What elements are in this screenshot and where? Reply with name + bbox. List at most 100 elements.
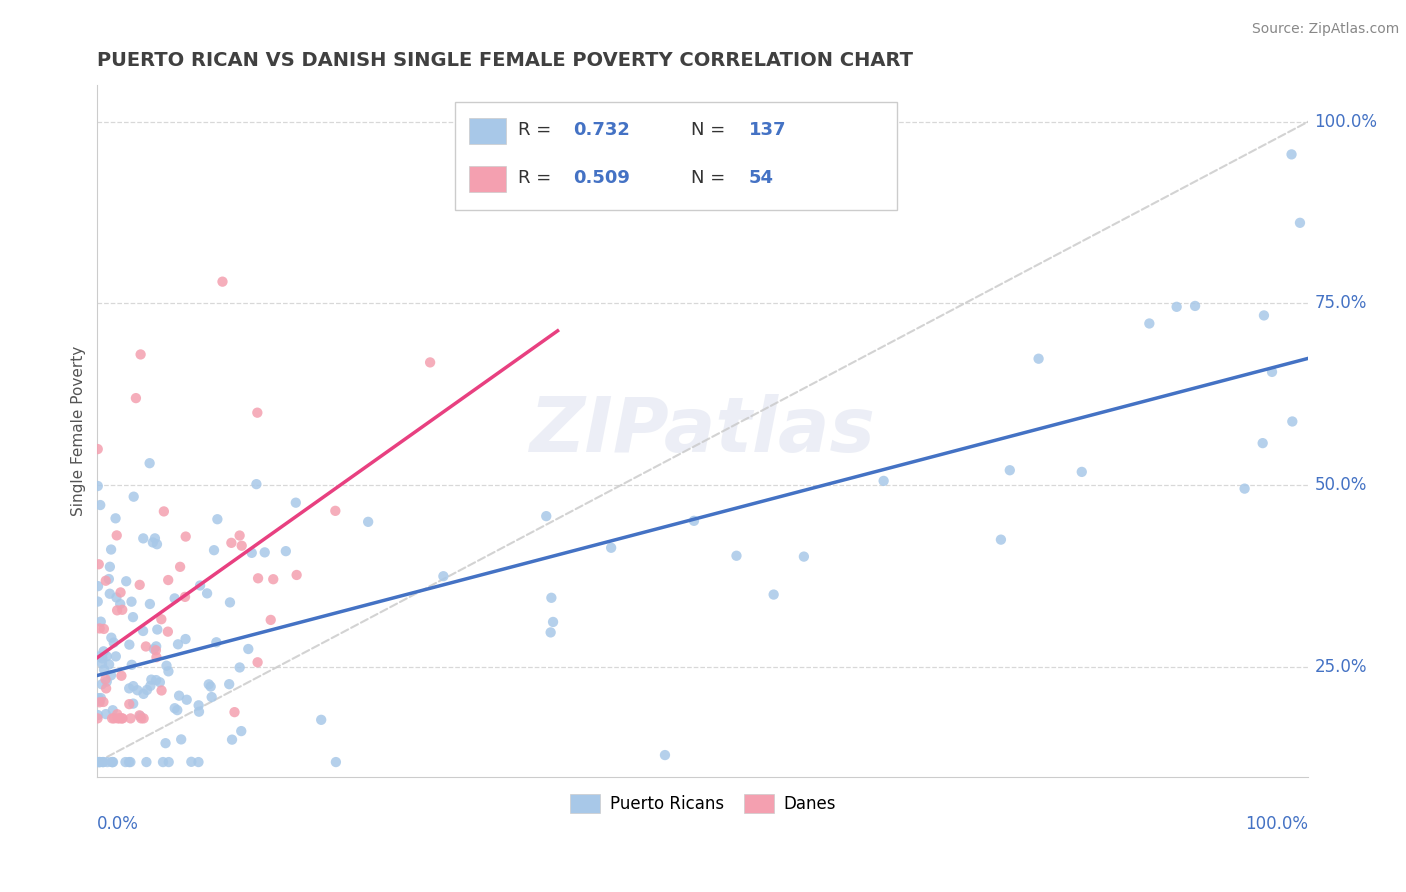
Point (120, 755, 142, 769)
Point (91, 755, 114, 769)
Point (132, 624, 155, 638)
Point (1137, 317, 1160, 331)
Point (132, 711, 155, 725)
Point (166, 703, 188, 717)
Text: 0.0%: 0.0% (97, 814, 139, 832)
Bar (470, 118, 506, 144)
Point (155, 736, 177, 750)
Point (87, 755, 110, 769)
Point (325, 504, 347, 518)
Text: N =: N = (690, 169, 731, 187)
Point (94, 681, 117, 696)
Text: 25.0%: 25.0% (1315, 658, 1367, 676)
Point (90, 691, 112, 706)
Point (105, 528, 128, 542)
Point (1184, 299, 1206, 313)
Point (246, 655, 269, 669)
FancyBboxPatch shape (454, 103, 897, 210)
Point (152, 755, 174, 769)
Point (253, 545, 276, 559)
Point (246, 406, 269, 420)
Text: 50.0%: 50.0% (1315, 476, 1367, 494)
Point (221, 536, 243, 550)
Point (150, 612, 173, 626)
Point (100, 668, 122, 682)
Point (247, 571, 270, 585)
Point (1028, 351, 1050, 366)
Point (188, 578, 211, 592)
Point (1261, 365, 1284, 379)
Point (309, 713, 332, 727)
Point (202, 543, 225, 558)
Point (87, 594, 110, 608)
Point (174, 590, 197, 604)
Point (100, 631, 122, 645)
Point (285, 568, 308, 582)
Point (153, 504, 176, 518)
Point (114, 755, 136, 769)
Point (90, 677, 112, 691)
Point (94, 574, 117, 588)
Point (224, 705, 246, 719)
Point (284, 496, 307, 510)
Point (96, 674, 118, 689)
Point (121, 657, 143, 672)
Point (97, 572, 120, 586)
Point (103, 711, 125, 725)
Point (132, 687, 155, 701)
Text: N =: N = (690, 121, 731, 139)
Point (1070, 465, 1092, 479)
Point (163, 591, 186, 606)
Point (118, 697, 141, 711)
Point (536, 509, 558, 524)
Point (990, 533, 1012, 547)
Point (89, 755, 111, 769)
Point (129, 709, 152, 723)
Point (541, 615, 564, 629)
Point (89, 694, 111, 708)
Point (1253, 309, 1275, 323)
Point (121, 595, 143, 609)
Point (129, 347, 152, 361)
Point (105, 707, 128, 722)
Point (107, 711, 129, 725)
Point (110, 669, 132, 683)
Point (207, 512, 229, 526)
Point (169, 559, 191, 574)
Point (87, 691, 110, 706)
Point (240, 546, 263, 560)
Point (122, 610, 145, 624)
Point (128, 708, 150, 723)
Point (540, 625, 562, 640)
Point (325, 755, 347, 769)
Point (260, 613, 283, 627)
Point (103, 635, 125, 649)
Point (654, 747, 676, 762)
Point (157, 665, 180, 679)
Legend: Puerto Ricans, Danes: Puerto Ricans, Danes (562, 788, 844, 820)
Text: 100.0%: 100.0% (1315, 112, 1378, 130)
Point (187, 698, 209, 713)
Point (357, 515, 380, 529)
Point (793, 549, 815, 564)
Point (141, 673, 163, 687)
Point (197, 677, 219, 691)
Point (142, 642, 165, 657)
Point (600, 541, 623, 555)
Point (170, 732, 193, 747)
Y-axis label: Single Female Poverty: Single Female Poverty (72, 346, 86, 516)
Point (87, 649, 110, 664)
Point (125, 391, 148, 405)
Point (104, 511, 127, 525)
Point (221, 732, 243, 747)
Point (238, 642, 260, 657)
Point (98, 657, 121, 672)
Point (90, 615, 112, 629)
Point (139, 679, 162, 693)
Point (129, 711, 152, 725)
Point (87, 479, 110, 493)
Text: 137: 137 (749, 121, 786, 139)
Point (93, 695, 115, 709)
Text: 54: 54 (749, 169, 773, 187)
Point (91, 651, 114, 665)
